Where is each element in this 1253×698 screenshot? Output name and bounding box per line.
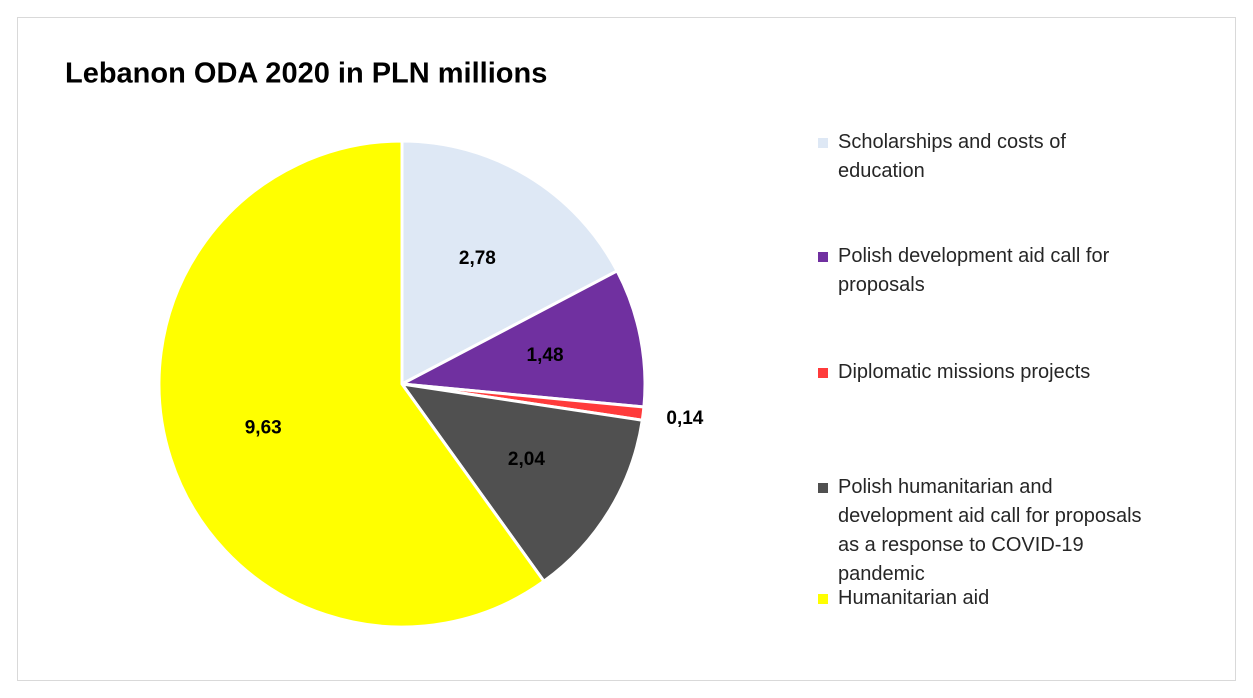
legend-item: Humanitarian aid <box>818 584 1158 613</box>
data-label: 0,14 <box>666 408 703 429</box>
legend-label: Polish development aid call for proposal… <box>838 245 1110 296</box>
legend-swatch <box>818 483 828 493</box>
data-label: 1,48 <box>527 345 564 366</box>
legend-item: Polish development aid call for proposal… <box>818 242 1158 300</box>
data-label: 9,63 <box>245 418 282 439</box>
pie-slice <box>157 139 547 629</box>
pie-slice <box>396 268 647 409</box>
pie-slice <box>398 381 644 584</box>
data-label: 2,04 <box>508 449 545 470</box>
legend-swatch <box>818 252 828 262</box>
chart-frame <box>17 17 1236 681</box>
legend-swatch <box>818 138 828 148</box>
legend-label: Humanitarian aid <box>838 587 990 609</box>
legend-label: Diplomatic missions projects <box>838 361 1091 383</box>
legend-label: Scholarships and costs of education <box>838 131 1066 182</box>
legend-item: Scholarships and costs of education <box>818 128 1158 186</box>
legend-item: Polish humanitarian and development aid … <box>818 473 1158 589</box>
chart-title: Lebanon ODA 2020 in PLN millions <box>65 58 547 90</box>
legend-label: Polish humanitarian and development aid … <box>838 476 1142 585</box>
legend-swatch <box>818 594 828 604</box>
data-label: 2,78 <box>459 248 496 269</box>
legend-item: Diplomatic missions projects <box>818 358 1158 387</box>
legend-swatch <box>818 368 828 378</box>
pie-slice <box>400 139 620 387</box>
